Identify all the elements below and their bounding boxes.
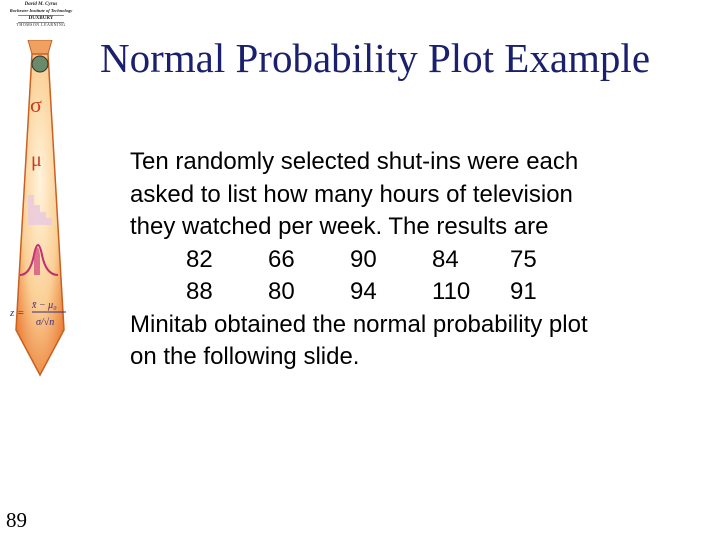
data-value: 80 — [268, 278, 295, 305]
mu-symbol: μ — [31, 149, 42, 171]
data-row: 88 80 94 110 91 — [130, 276, 700, 309]
publisher-subtitle: THOMSON LEARNING — [16, 21, 66, 27]
data-row: 82 66 90 84 75 — [130, 244, 700, 277]
institution-name: Rochester Institute of Technology — [9, 7, 73, 13]
publisher-logo: DUXBURY — [18, 14, 64, 23]
body-line: Minitab obtained the normal probability … — [130, 310, 588, 338]
page-number: 89 — [6, 508, 27, 532]
svg-text:x̄ − μ₀: x̄ − μ₀ — [31, 300, 57, 311]
body-line: Ten randomly selected shut-ins were each — [130, 148, 579, 175]
data-value: 88 — [186, 278, 213, 305]
data-value: 91 — [510, 278, 537, 305]
sidebar-header: David M. Cyrus Rochester Institute of Te… — [8, 2, 74, 27]
data-value: 75 — [510, 245, 537, 273]
globe-icon — [31, 55, 49, 73]
tie-icon — [15, 40, 65, 377]
svg-text:σ/√n: σ/√n — [36, 317, 54, 328]
svg-text:z =: z = — [10, 307, 24, 319]
data-value: 110 — [432, 278, 471, 305]
slide-title: Normal Probability Plot Example — [100, 35, 651, 81]
body-line: on the following slide. — [130, 343, 360, 370]
data-value: 66 — [268, 245, 295, 273]
tie-graphic: σ μ z = x̄ − μ₀ σ/√n — [0, 40, 80, 385]
body-line: they watched per week. The results are — [130, 213, 549, 240]
slide-body: Ten randomly selected shut-ins were each… — [130, 146, 700, 374]
author-name: David M. Cyrus — [24, 2, 58, 7]
data-value: 90 — [350, 245, 377, 273]
sigma-symbol: σ — [30, 92, 42, 117]
data-value: 84 — [432, 245, 459, 273]
data-value: 94 — [350, 278, 377, 305]
body-line: asked to list how many hours of televisi… — [130, 180, 573, 208]
data-value: 82 — [186, 245, 213, 273]
